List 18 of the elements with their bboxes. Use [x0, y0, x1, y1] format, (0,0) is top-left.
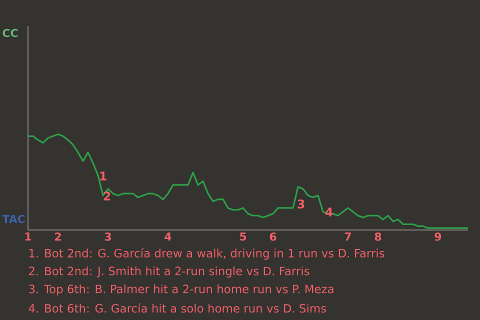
text: 3. Top 6th: B. Palmer hit a 2-run home run vs P. Meza	[29, 284, 334, 296]
text: 1. Bot 2nd: G. García drew a walk, driving in 1 run vs D. Farris	[29, 248, 384, 260]
text: TAC	[2, 214, 25, 224]
x-tick-label: 6	[270, 232, 276, 241]
x-tick-label: 4	[164, 232, 172, 241]
x-tick-label: 7	[344, 232, 351, 241]
text: CC	[2, 28, 18, 38]
text: 2. Bot 2nd: J. Smith hit a 2-run single vs D. Farris	[29, 266, 310, 278]
annotation: 2	[104, 192, 110, 200]
x-tick-label: 8	[374, 232, 382, 241]
text: 4. Bot 6th: G. García hit a solo home run vs D. Sims	[28, 303, 326, 313]
x-tick-label: 3	[104, 232, 111, 241]
x-tick-label: 2	[55, 232, 61, 241]
x-tick-label: 9	[434, 232, 442, 241]
x-tick-label: 1	[25, 232, 32, 241]
x-tick-label: 5	[240, 232, 246, 241]
annotation: 3	[298, 199, 304, 209]
annotation: 1	[100, 172, 106, 180]
